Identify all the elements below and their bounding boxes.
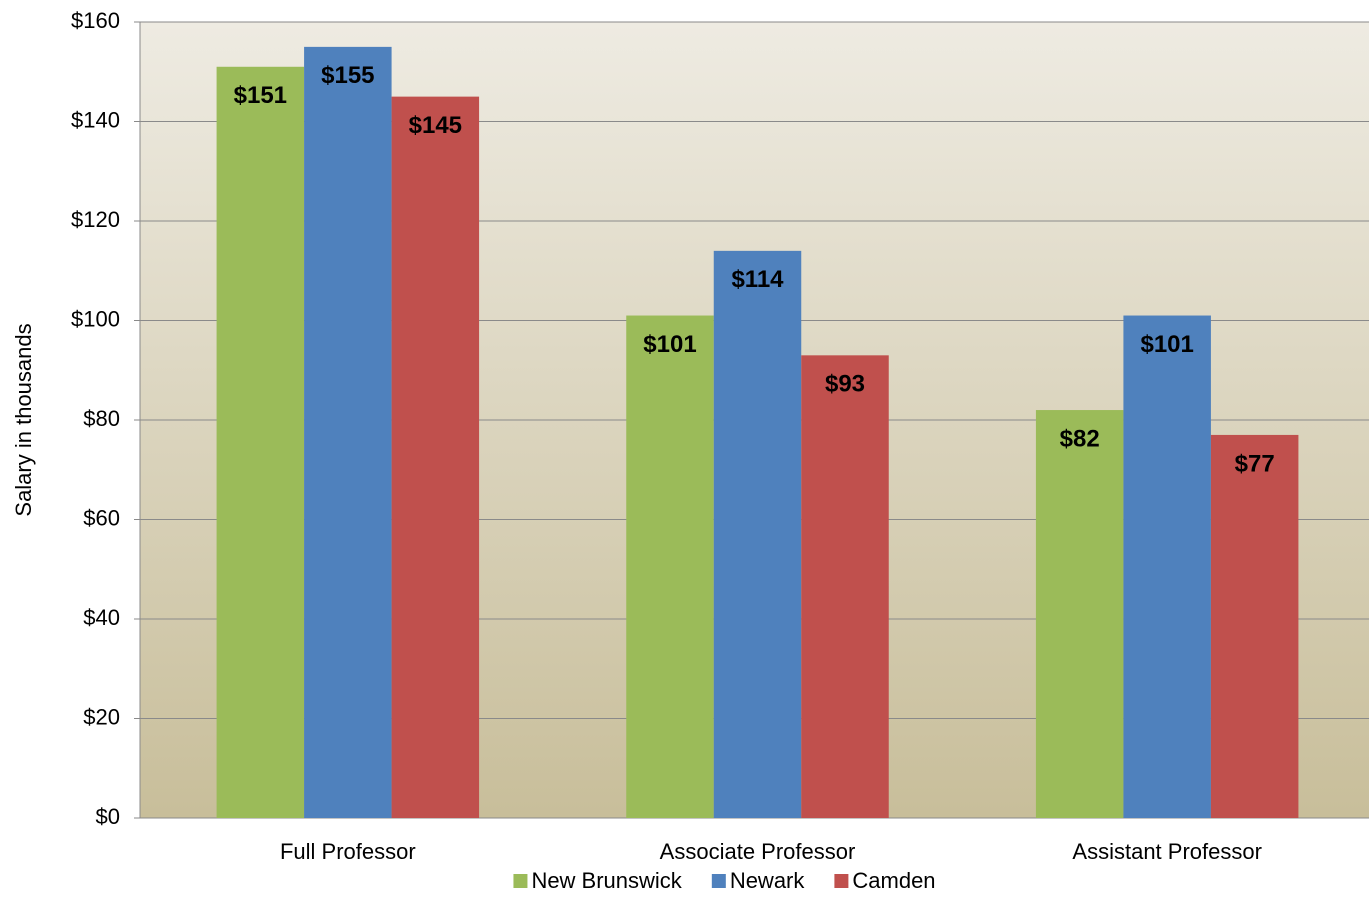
y-tick-label: $80 [83, 406, 120, 431]
legend-swatch [513, 874, 528, 888]
bar [1123, 315, 1211, 818]
y-tick-label: $40 [83, 605, 120, 630]
bar [801, 355, 889, 818]
value-label: $145 [409, 112, 462, 139]
legend-label: Camden [852, 868, 935, 893]
bar [216, 66, 305, 818]
legend-label: New Brunswick [531, 868, 682, 893]
y-tick-label: $100 [71, 306, 120, 331]
bar [713, 250, 802, 819]
x-tick-label: Assistant Professor [1072, 839, 1262, 864]
y-tick-label: $20 [83, 704, 120, 729]
value-label: $101 [643, 331, 696, 358]
value-label: $151 [234, 82, 287, 109]
value-label: $93 [825, 371, 865, 398]
value-label: $82 [1060, 425, 1100, 452]
bar [626, 315, 714, 818]
value-label: $155 [321, 62, 374, 89]
y-tick-label: $0 [96, 804, 120, 829]
bar [1035, 410, 1124, 818]
legend-swatch [711, 874, 726, 888]
y-tick-label: $60 [83, 505, 120, 530]
y-axis-label: Salary in thousands [11, 323, 36, 516]
x-tick-label: Associate Professor [660, 839, 856, 864]
value-label: $114 [731, 266, 784, 293]
x-tick-label: Full Professor [280, 839, 416, 864]
y-tick-label: $140 [71, 107, 120, 132]
y-tick-label: $160 [71, 8, 120, 33]
legend-swatch [834, 874, 849, 888]
bar [1210, 434, 1299, 818]
y-tick-label: $120 [71, 207, 120, 232]
bar [391, 96, 480, 818]
bar [304, 46, 392, 818]
value-label: $77 [1235, 450, 1275, 477]
value-label: $101 [1140, 331, 1193, 358]
legend-label: Newark [730, 868, 806, 893]
